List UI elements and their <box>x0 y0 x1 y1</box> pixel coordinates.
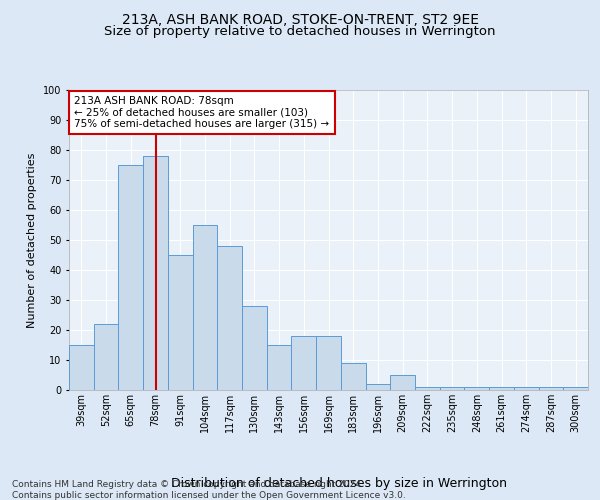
Bar <box>489 387 514 390</box>
Bar <box>242 306 267 390</box>
Bar <box>217 246 242 390</box>
Bar <box>514 387 539 390</box>
Text: Size of property relative to detached houses in Werrington: Size of property relative to detached ho… <box>104 25 496 38</box>
Bar <box>539 387 563 390</box>
Bar <box>143 156 168 390</box>
Bar <box>365 384 390 390</box>
Bar <box>69 345 94 390</box>
Bar <box>118 165 143 390</box>
Bar <box>193 225 217 390</box>
Bar <box>440 387 464 390</box>
Bar <box>292 336 316 390</box>
Bar <box>390 375 415 390</box>
Text: Contains HM Land Registry data © Crown copyright and database right 2024.
Contai: Contains HM Land Registry data © Crown c… <box>12 480 406 500</box>
Text: Distribution of detached houses by size in Werrington: Distribution of detached houses by size … <box>171 477 507 490</box>
Bar <box>464 387 489 390</box>
Bar <box>94 324 118 390</box>
Bar <box>267 345 292 390</box>
Bar <box>415 387 440 390</box>
Bar <box>563 387 588 390</box>
Bar <box>168 255 193 390</box>
Y-axis label: Number of detached properties: Number of detached properties <box>28 152 37 328</box>
Bar <box>316 336 341 390</box>
Bar <box>341 363 365 390</box>
Text: 213A ASH BANK ROAD: 78sqm
← 25% of detached houses are smaller (103)
75% of semi: 213A ASH BANK ROAD: 78sqm ← 25% of detac… <box>74 96 329 129</box>
Text: 213A, ASH BANK ROAD, STOKE-ON-TRENT, ST2 9EE: 213A, ASH BANK ROAD, STOKE-ON-TRENT, ST2… <box>121 12 479 26</box>
